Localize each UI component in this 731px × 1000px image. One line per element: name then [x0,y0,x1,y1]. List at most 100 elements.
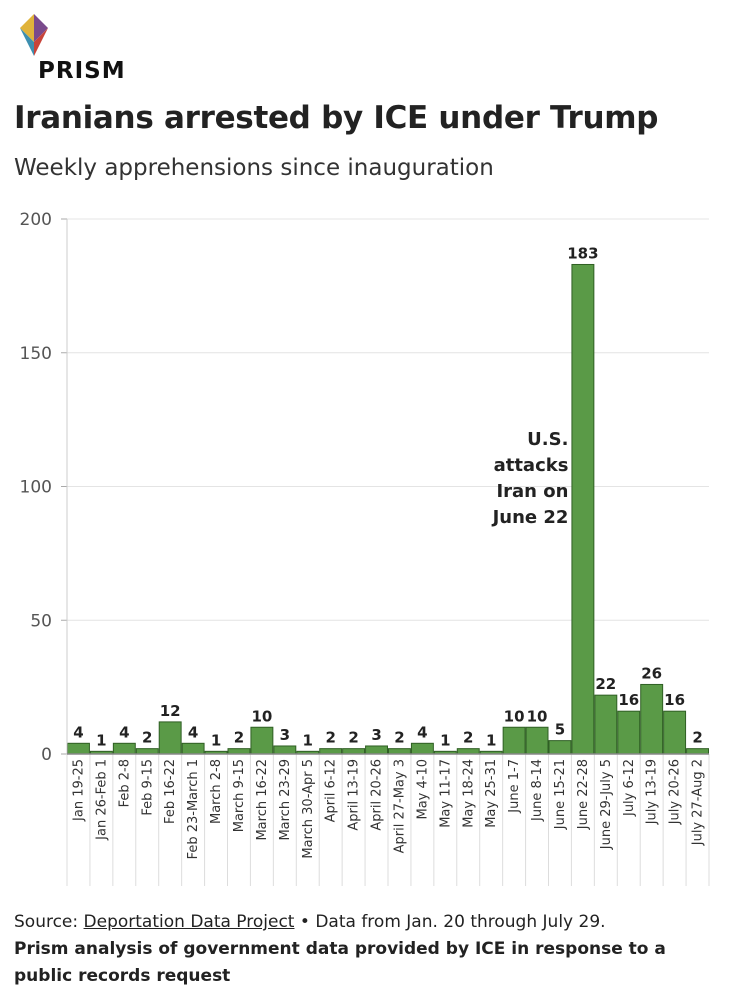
value-label: 2 [325,729,335,747]
bar-23 [594,694,618,755]
chart-title: Iranians arrested by ICE under Trump [14,100,659,136]
x-tick-label: March 2-8 [209,759,224,824]
bar-19 [502,726,526,755]
x-tick-label: April 13-19 [347,759,362,831]
x-tick-label: Feb 9-15 [140,759,155,816]
bar-9 [273,745,297,755]
source-prefix: Source: [14,912,84,932]
value-label: 26 [641,664,662,682]
grid-lines [67,218,709,621]
prism-logo[interactable]: PRISM [14,12,154,84]
x-tick-label: May 11-17 [438,759,453,828]
bar-17 [456,748,480,755]
x-tick-label: Feb 16-22 [163,759,178,824]
value-label: 2 [234,729,244,747]
value-label: 2 [394,729,404,747]
value-label: 3 [280,726,290,744]
value-label: 12 [160,702,181,720]
bar-8 [250,726,274,755]
prism-logo-mark-icon [20,14,48,56]
chart-subtitle: Weekly apprehensions since inauguration [14,155,494,181]
value-label: 2 [463,729,473,747]
analysis-note: Prism analysis of government data provid… [14,939,666,986]
value-label: 3 [371,726,381,744]
x-tick-label: March 16-22 [255,759,270,841]
bar-26 [663,710,687,755]
x-tick-label: March 23-29 [278,759,293,841]
value-label: 10 [504,707,525,725]
x-tick-label: June 15-21 [553,759,568,830]
annotation-line: U.S. [527,429,568,450]
bar-4 [158,721,182,755]
y-tick-label: 100 [20,478,52,498]
value-label: 1 [440,731,450,749]
value-label: 5 [555,721,565,739]
value-label: 4 [417,723,427,741]
value-label: 22 [595,675,616,693]
value-label: 16 [618,691,639,709]
bar-15 [410,742,434,755]
bar-27 [686,748,709,755]
value-label: 16 [664,691,685,709]
value-label: 1 [486,731,496,749]
value-label: 2 [142,729,152,747]
annotation-line: June 22 [491,507,569,528]
x-tick-label: Feb 2-8 [117,759,132,807]
prism-wordmark: PRISM [38,58,126,84]
value-label: 10 [527,707,548,725]
bar-20 [525,726,549,755]
x-tick-label: Jan 26-Feb 1 [94,759,109,841]
x-tick-label: June 29-July 5 [599,759,614,850]
value-label: 2 [692,729,702,747]
annotation-line: attacks [494,455,569,476]
value-label: 2 [348,729,358,747]
x-tick-label: July 20-26 [668,759,683,825]
bar-5 [181,742,205,755]
source-suffix: • Data from Jan. 20 through July 29. [294,912,606,932]
x-tick-label: Feb 23-March 1 [186,759,201,859]
bars [67,263,709,755]
bar-14 [388,748,411,755]
x-tick-label: July 13-19 [645,759,660,825]
bar-13 [365,745,389,755]
value-label: 1 [96,731,106,749]
bar-0 [67,742,90,755]
x-tick-label: May 4-10 [415,759,430,820]
source-footer: Source: Deportation Data Project • Data … [14,909,720,990]
x-tick-label: June 1-7 [507,759,522,814]
bar-22 [571,263,595,755]
bar-2 [112,742,136,755]
value-label: 1 [211,731,221,749]
bar-7 [227,748,251,755]
value-label: 1 [303,731,313,749]
x-axis: Jan 19-25 Jan 26-Feb 1 Feb 2-8 Feb 9-15 Feb … [66,753,710,886]
y-tick-label: 50 [30,611,52,631]
x-tick-label: June 8-14 [530,759,545,822]
value-label: 10 [251,707,272,725]
source-link[interactable]: Deportation Data Project [83,912,295,932]
x-tick-label: March 30-Apr 5 [301,759,316,859]
y-tick-label: 0 [41,745,52,765]
value-label: 4 [73,723,83,741]
x-tick-label: April 20-26 [370,759,385,831]
bar-3 [135,748,159,755]
x-tick-label: May 18-24 [461,759,476,828]
bar-11 [319,748,343,755]
bar-25 [640,683,664,755]
x-tick-label: April 6-12 [324,759,339,822]
annotation-line: Iran on [496,481,568,502]
value-label: 4 [188,723,198,741]
y-tick-label: 150 [20,344,52,364]
y-tick-label: 200 [20,210,52,230]
x-tick-label: June 22-28 [576,759,591,830]
y-axis: 0 50 100 150 200 [20,210,68,765]
annotation: U.S. attacks Iran on June 22 [491,429,569,528]
x-tick-label: March 9-15 [232,759,247,832]
bar-12 [342,748,366,755]
value-label: 183 [567,244,598,262]
x-tick-label: July 6-12 [622,759,637,817]
bar-24 [617,710,641,755]
x-tick-label: Jan 19-25 [71,759,86,822]
x-tick-label: April 27-May 3 [392,759,407,853]
